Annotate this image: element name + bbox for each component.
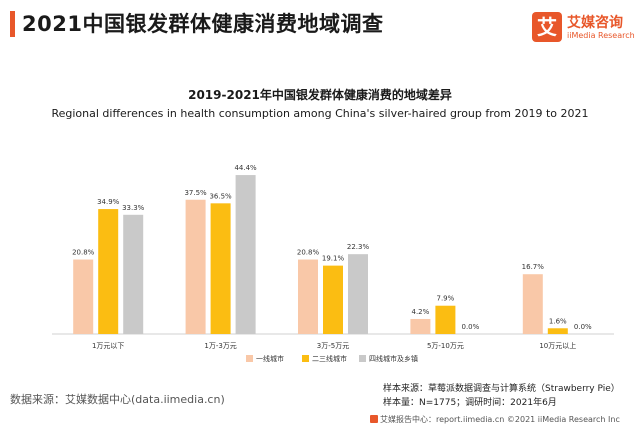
data-label-0-1: 37.5% — [184, 189, 207, 197]
chart-subtitle: Regional differences in health consumpti… — [51, 107, 589, 120]
page-title: 2021中国银发群体健康消费地域调查 — [22, 12, 384, 36]
bar-1-0 — [98, 209, 119, 334]
x-tick-label-2: 3万-5万元 — [317, 342, 349, 350]
data-label-0-3: 4.2% — [412, 308, 430, 316]
sample-source: 样本来源：草莓派数据调查与计算系统（Strawberry Pie） — [383, 384, 620, 394]
data-label-2-3: 0.0% — [462, 323, 480, 331]
report-center-icon — [370, 415, 378, 423]
data-label-2-0: 33.3% — [122, 204, 145, 212]
bar-2-2 — [348, 254, 368, 334]
bar-1-3 — [435, 305, 456, 334]
legend-label-2: 四线城市及乡镇 — [369, 354, 418, 363]
title-accent-bar — [10, 11, 15, 37]
footer: 艾媒报告中心：report.iimedia.cn ©2021 iiMedia R… — [370, 414, 620, 425]
data-source: 数据来源：艾媒数据中心(data.iimedia.cn) — [10, 393, 225, 406]
data-label-0-0: 20.8% — [72, 249, 95, 257]
logo-name-en: iiMedia Research — [567, 31, 635, 40]
footer-text: 艾媒报告中心：report.iimedia.cn ©2021 iiMedia R… — [380, 415, 620, 424]
bar-0-0 — [73, 259, 94, 334]
data-label-2-4: 0.0% — [574, 323, 592, 331]
bar-1-1 — [210, 203, 231, 334]
x-tick-label-0: 1万元以下 — [92, 342, 124, 350]
bar-1-4 — [547, 328, 568, 334]
bar-0-4 — [522, 274, 543, 334]
data-label-1-3: 7.9% — [437, 295, 455, 303]
x-tick-label-1: 1万-3万元 — [204, 342, 236, 350]
data-label-1-4: 1.6% — [549, 317, 567, 325]
bar-1-2 — [323, 265, 343, 334]
data-label-1-1: 36.5% — [209, 192, 232, 200]
chart-title: 2019-2021年中国银发群体健康消费的地域差异 — [188, 88, 452, 102]
iimedia-logo: 艾 艾媒咨询 iiMedia Research — [532, 12, 635, 44]
bar-0-3 — [410, 318, 431, 334]
bar-2-0 — [123, 214, 144, 334]
legend-label-0: 一线城市 — [256, 354, 284, 363]
legend-label-1: 二三线城市 — [312, 354, 347, 363]
bar-2-1 — [235, 175, 256, 334]
data-label-2-1: 44.4% — [234, 164, 257, 172]
data-label-2-2: 22.3% — [347, 243, 370, 251]
data-label-1-2: 19.1% — [322, 255, 345, 263]
logo-name-cn: 艾媒咨询 — [567, 15, 623, 31]
legend-swatch-0 — [246, 355, 253, 362]
legend-swatch-2 — [359, 355, 366, 362]
x-tick-label-3: 5万-10万元 — [427, 342, 464, 350]
legend-swatch-1 — [302, 355, 309, 362]
sample-size: 样本量：N=1775；调研时间：2021年6月 — [383, 398, 557, 408]
bar-0-2 — [298, 259, 318, 334]
logo-mark-icon: 艾 — [532, 12, 562, 42]
data-label-0-2: 20.8% — [297, 249, 320, 257]
x-tick-label-4: 10万元以上 — [539, 341, 576, 350]
bar-0-1 — [185, 199, 206, 334]
data-label-0-4: 16.7% — [522, 263, 545, 271]
data-label-1-0: 34.9% — [97, 198, 120, 206]
